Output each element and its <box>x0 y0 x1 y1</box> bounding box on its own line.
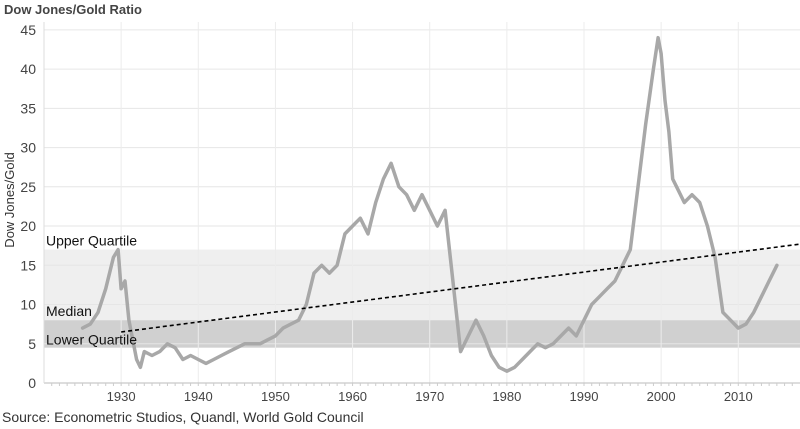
trendline-group <box>121 243 800 333</box>
x-tick-label: 1960 <box>338 389 367 404</box>
x-tick-label: 2000 <box>647 389 676 404</box>
band-labels: Upper Quartile Median Lower Quartile <box>46 233 137 348</box>
x-tick-label: 1990 <box>570 389 599 404</box>
y-tick-label: 5 <box>28 336 36 352</box>
y-tick-label: 10 <box>20 297 36 313</box>
trendline <box>121 243 800 333</box>
y-tick-label: 45 <box>20 22 36 38</box>
y-tick-label: 30 <box>20 140 36 156</box>
x-tick-label: 1950 <box>261 389 290 404</box>
lower-quartile-label: Lower Quartile <box>46 332 137 348</box>
y-tick-label: 40 <box>20 61 36 77</box>
series-group <box>80 35 779 373</box>
x-tick-label: 2010 <box>724 389 753 404</box>
chart-title: Dow Jones/Gold Ratio <box>4 2 142 17</box>
y-tick-label: 0 <box>28 375 36 391</box>
x-tick-label: 1930 <box>107 389 136 404</box>
band-upper-quartile <box>44 249 800 321</box>
axes: 0 5 10 15 20 25 30 35 40 45 1930 1940 1950 1960 1970 19… <box>20 22 800 404</box>
median-label: Median <box>46 303 92 319</box>
y-tick-label: 25 <box>20 179 36 195</box>
y-tick-label: 15 <box>20 257 36 273</box>
chart-plot: 0 5 10 15 20 25 30 35 40 45 1930 1940 1950 1960 1970 19… <box>2 22 800 404</box>
y-tick-label: 35 <box>20 100 36 116</box>
x-tick-label: 1970 <box>415 389 444 404</box>
x-tick-label: 1980 <box>492 389 521 404</box>
upper-quartile-label: Upper Quartile <box>46 233 137 249</box>
y-tick-label: 20 <box>20 218 36 234</box>
y-axis-label: Dow Jones/Gold <box>2 152 17 247</box>
quartile-bands <box>44 249 800 348</box>
band-lower-quartile <box>44 320 800 348</box>
x-tick-label: 1940 <box>184 389 213 404</box>
series-line-ratio <box>80 35 779 373</box>
source-note: Source: Econometric Studios, Quandl, Wor… <box>2 409 364 425</box>
